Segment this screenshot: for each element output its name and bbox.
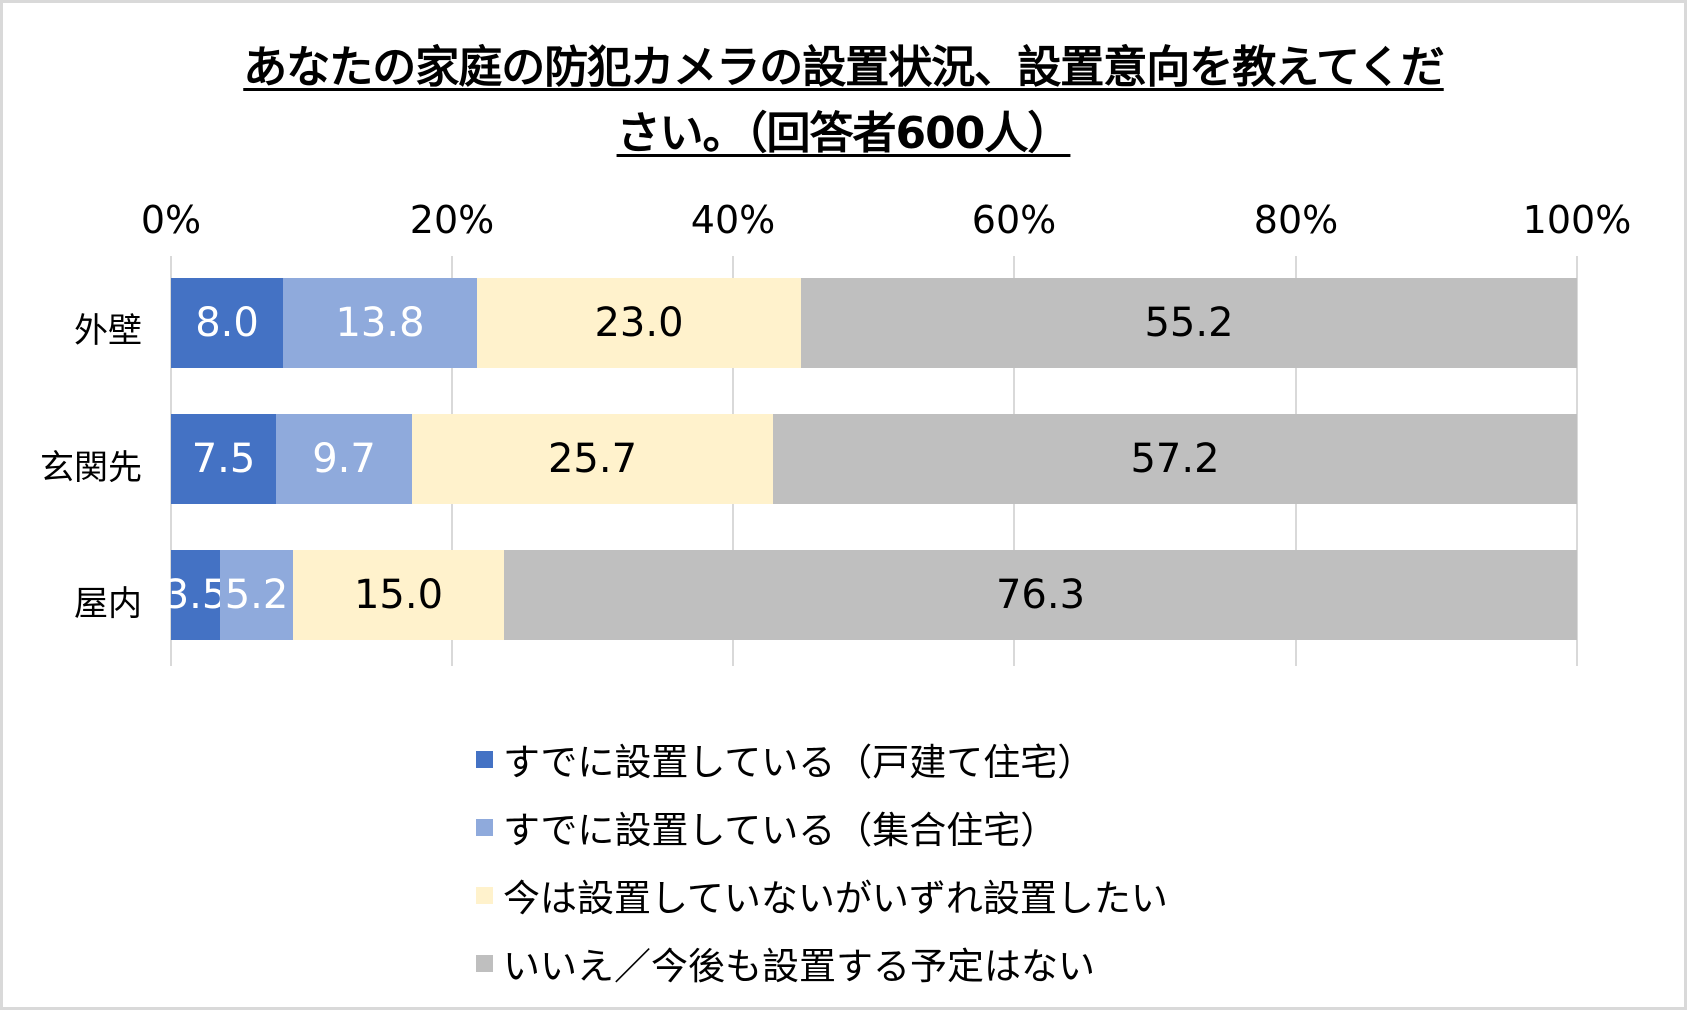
bar-row-exterior-wall: 8.0 13.8 23.0 55.2 [171, 278, 1577, 368]
legend-label: すでに設置している（戸建て住宅） [503, 741, 1095, 784]
bar-segment-detached: 7.5 [171, 414, 276, 504]
chart-title-text-2: さい。（回答者600人） [616, 108, 1072, 159]
data-label: 7.5 [191, 436, 256, 482]
data-label: 57.2 [1130, 436, 1220, 482]
x-tick-20: 20% [409, 198, 495, 242]
data-label: 8.0 [195, 300, 259, 346]
category-label-entrance: 玄関先 [40, 448, 142, 488]
chart-title-line2: さい。（回答者600人） [0, 112, 1687, 156]
category-label-exterior-wall: 外壁 [74, 311, 142, 351]
data-label: 5.2 [224, 572, 289, 618]
bar-segment-detached: 3.5 [164, 550, 227, 640]
legend-swatch [476, 818, 493, 836]
bar-segment-apartment: 13.8 [283, 278, 477, 368]
bar-segment-no-plan: 76.3 [504, 550, 1577, 640]
bar-row-indoor: 3.5 5.2 15.0 76.3 [164, 550, 1577, 640]
x-tick-80: 80% [1253, 198, 1339, 242]
bar-row-entrance: 7.5 9.7 25.7 57.2 [171, 414, 1577, 504]
legend-label: すでに設置している（集合住宅） [503, 809, 1058, 852]
data-label: 15.0 [353, 572, 444, 618]
chart-title-text-1: あなたの家庭の防犯カメラの設置状況、設置意向を教えてくだ [243, 42, 1444, 93]
chart-legend: すでに設置している（戸建て住宅） すでに設置している（集合住宅） 今は設置してい… [476, 725, 1168, 997]
bar-segment-future: 25.7 [412, 414, 773, 504]
legend-item-detached: すでに設置している（戸建て住宅） [476, 725, 1168, 793]
bar-segment-apartment: 9.7 [276, 414, 412, 504]
chart-title-line1: あなたの家庭の防犯カメラの設置状況、設置意向を教えてくだ [0, 46, 1687, 90]
data-label: 23.0 [594, 300, 684, 346]
category-label-indoor: 屋内 [74, 584, 142, 624]
x-tick-100: 100% [1522, 198, 1632, 242]
legend-label: いいえ／今後も設置する予定はない [503, 945, 1095, 988]
data-label: 55.2 [1144, 300, 1234, 346]
legend-item-apartment: すでに設置している（集合住宅） [476, 793, 1168, 861]
legend-label: 今は設置していないがいずれ設置したい [503, 877, 1168, 920]
legend-swatch [476, 954, 493, 972]
bar-segment-future: 15.0 [293, 550, 504, 640]
legend-swatch [476, 886, 493, 904]
gridline-100 [1576, 256, 1578, 666]
data-label: 3.5 [163, 572, 228, 618]
data-label: 25.7 [547, 436, 638, 482]
legend-swatch [476, 750, 493, 768]
bar-segment-future: 23.0 [477, 278, 801, 368]
data-label: 76.3 [995, 572, 1086, 618]
x-tick-40: 40% [690, 198, 776, 242]
bar-segment-apartment: 5.2 [220, 550, 293, 640]
data-label: 13.8 [335, 300, 425, 346]
data-label: 9.7 [312, 436, 376, 482]
bar-segment-no-plan: 55.2 [801, 278, 1577, 368]
legend-item-no-plan: いいえ／今後も設置する予定はない [476, 929, 1168, 997]
bar-segment-detached: 8.0 [171, 278, 283, 368]
legend-item-future: 今は設置していないがいずれ設置したい [476, 861, 1168, 929]
x-tick-60: 60% [971, 198, 1057, 242]
x-tick-0: 0% [140, 198, 202, 242]
bar-segment-no-plan: 57.2 [773, 414, 1577, 504]
